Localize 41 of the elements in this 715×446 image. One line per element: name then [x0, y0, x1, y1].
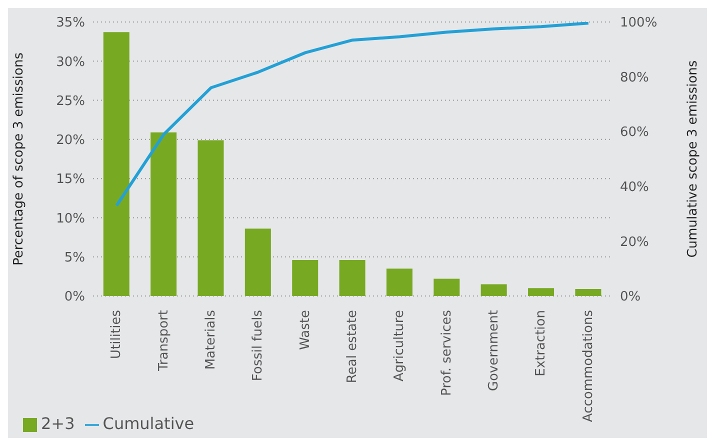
x-tick-label: Accommodations — [580, 310, 596, 422]
bar — [434, 278, 460, 296]
x-tick-label: Prof. services — [439, 310, 454, 396]
bar — [480, 284, 507, 296]
y-tick-label: 0% — [64, 290, 85, 305]
y2-tick-label: 100% — [620, 16, 658, 31]
y-tick-label: 25% — [56, 94, 85, 109]
y2-tick-label: 0% — [620, 290, 641, 305]
y-tick-label: 35% — [56, 16, 85, 31]
y2-tick-label: 60% — [620, 125, 649, 140]
y-tick-label: 5% — [64, 250, 85, 266]
x-tick-label: Transport — [156, 310, 172, 372]
bar — [339, 260, 366, 296]
y2-tick-label: 40% — [620, 180, 649, 196]
bar — [244, 228, 271, 296]
x-tick-label: Materials — [203, 310, 218, 370]
bar — [198, 140, 224, 296]
y-tick-label: 20% — [56, 133, 85, 148]
x-tick-label: Agriculture — [392, 310, 408, 382]
bar — [150, 132, 177, 296]
legend-label: Cumulative — [102, 414, 194, 433]
x-tick-label: Utilities — [109, 310, 124, 359]
x-tick-label: Government — [486, 310, 502, 392]
y-tick-label: 30% — [56, 54, 85, 70]
y2-tick-label: 80% — [620, 70, 649, 86]
bar — [103, 32, 130, 296]
y-tick-label: 15% — [56, 172, 85, 188]
y-tick-label: 10% — [56, 211, 85, 226]
bar — [292, 260, 318, 296]
x-tick-label: Waste — [298, 310, 313, 350]
bar — [386, 268, 412, 296]
x-tick-label: Extraction — [534, 310, 549, 376]
y2-tick-label: 20% — [620, 234, 649, 250]
legend-label: 2+3 — [41, 414, 75, 433]
x-tick-label: Fossil fuels — [250, 310, 266, 382]
line-series — [115, 22, 590, 208]
y2-axis-title: Cumulative scope 3 emissions — [686, 60, 701, 258]
bar — [575, 288, 602, 296]
bar — [528, 288, 554, 296]
x-tick-label: Real estate — [345, 310, 360, 384]
y-axis-title: Percentage of scope 3 emissions — [12, 52, 27, 266]
